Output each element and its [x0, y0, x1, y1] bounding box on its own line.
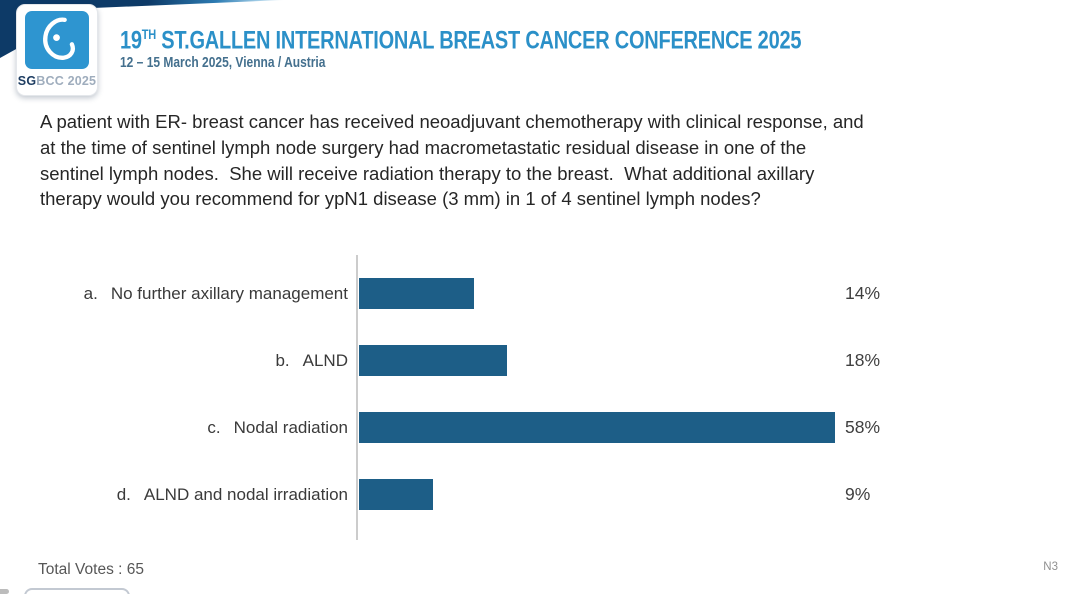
logo-bcc-2025: BCC 2025: [36, 74, 97, 88]
poll-question: A patient with ER- breast cancer has rec…: [40, 109, 1000, 212]
cutoff-button[interactable]: [24, 588, 130, 594]
result-bar: [359, 278, 474, 309]
option-text: ALND and nodal irradiation: [143, 485, 348, 504]
chart-row: b. ALND 18%: [0, 345, 1080, 376]
question-line: sentinel lymph nodes. She will receive r…: [40, 162, 815, 184]
result-bar: [359, 345, 507, 376]
option-text: Nodal radiation: [233, 418, 348, 437]
option-label: a. No further axillary management: [0, 278, 348, 309]
chart-axis-line: [356, 255, 358, 540]
logo-sg: SG: [17, 74, 37, 88]
total-votes: Total Votes : 65: [38, 561, 144, 578]
logo-wordmark: SGBCC 2025: [18, 74, 96, 88]
chart-row: c. Nodal radiation 58%: [0, 412, 1080, 443]
option-label: b. ALND: [0, 345, 348, 376]
option-letter: c.: [207, 418, 221, 437]
sgbcc-logo: SGBCC 2025: [16, 4, 98, 96]
option-letter: b.: [275, 351, 290, 370]
screen-edge-fragment: [0, 589, 9, 594]
chart-row: a. No further axillary management 14%: [0, 278, 1080, 309]
option-letter: a.: [83, 284, 98, 303]
question-line: therapy would you recommend for ypN1 dis…: [40, 188, 761, 210]
question-line: at the time of sentinel lymph node surge…: [40, 136, 807, 158]
option-text: ALND: [302, 351, 348, 370]
option-text: No further axillary management: [110, 284, 348, 303]
option-letter: d.: [116, 485, 131, 504]
result-bar: [359, 412, 835, 443]
percent-label: 18%: [845, 350, 881, 370]
percent-label: 9%: [845, 484, 871, 504]
logo-blue-square: [25, 11, 89, 69]
slide-code: N3: [1043, 561, 1058, 573]
percent-label: 58%: [845, 417, 881, 437]
percent-label: 14%: [845, 283, 881, 303]
option-label: d. ALND and nodal irradiation: [0, 479, 348, 510]
results-bar-chart: a. No further axillary management 14% b. ALN…: [0, 255, 1080, 542]
title-superscript: TH: [141, 27, 156, 42]
result-bar: [359, 479, 433, 510]
option-label: c. Nodal radiation: [0, 412, 348, 443]
conference-dates: 12 – 15 March 2025, Vienna / Austria: [120, 54, 326, 71]
question-line: A patient with ER- breast cancer has rec…: [40, 111, 864, 132]
breast-icon: [43, 17, 75, 60]
chart-row: d. ALND and nodal irradiation 9%: [0, 479, 1080, 510]
conference-title: 19TH ST.GALLEN INTERNATIONAL BREAST CANC…: [120, 26, 802, 55]
